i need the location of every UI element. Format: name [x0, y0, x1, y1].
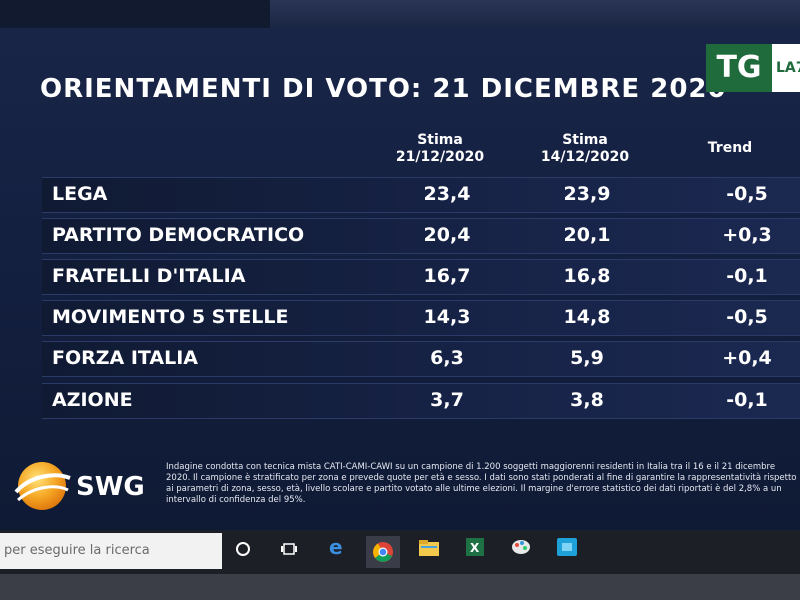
party-name: FRATELLI D'ITALIA — [52, 265, 246, 287]
current-value: 6,3 — [430, 347, 464, 369]
current-value: 3,7 — [430, 389, 464, 411]
current-value: 20,4 — [423, 224, 471, 246]
svg-text:X: X — [470, 541, 480, 555]
trend-value: +0,3 — [722, 224, 772, 246]
top-bar — [0, 0, 800, 28]
page-title: ORIENTAMENTI DI VOTO: 21 DICEMBRE 2020 — [40, 74, 727, 104]
table-row: MOVIMENTO 5 STELLE 14,3 14,8 -0,5 — [42, 300, 800, 336]
edge-icon[interactable]: e — [320, 535, 354, 568]
methodology-footnote: Indagine condotta con tecnica mista CATI… — [166, 462, 797, 505]
task-view-icon[interactable] — [272, 536, 306, 568]
trend-value: -0,1 — [726, 265, 768, 287]
swg-globe-icon — [14, 462, 71, 510]
sky-app-icon[interactable] — [550, 536, 584, 568]
file-explorer-icon[interactable] — [412, 536, 446, 568]
previous-value: 23,9 — [563, 183, 611, 205]
previous-value: 20,1 — [563, 224, 611, 246]
table-row: FRATELLI D'ITALIA 16,7 16,8 -0,1 — [42, 259, 800, 295]
swg-logo: SWG — [10, 456, 160, 516]
column-header-trend: Trend — [707, 140, 753, 156]
monitor-bezel — [0, 574, 800, 600]
search-input[interactable]: per eseguire la ricerca — [0, 533, 222, 569]
current-value: 14,3 — [423, 306, 471, 328]
svg-text:e: e — [329, 537, 343, 557]
column-header-stima-current: Stima 21/12/2020 — [395, 132, 485, 165]
party-name: PARTITO DEMOCRATICO — [52, 224, 305, 246]
excel-icon[interactable]: X — [458, 536, 492, 568]
trend-value: -0,5 — [726, 306, 768, 328]
current-value: 16,7 — [423, 265, 471, 287]
trend-value: -0,5 — [726, 183, 768, 205]
party-name: FORZA ITALIA — [52, 347, 198, 369]
table-row: LEGA 23,4 23,9 -0,5 — [42, 177, 800, 213]
previous-value: 3,8 — [570, 389, 604, 411]
chrome-icon[interactable] — [366, 536, 400, 568]
column-header-stima-previous: Stima 14/12/2020 — [540, 132, 630, 165]
previous-value: 5,9 — [570, 347, 604, 369]
party-name: AZIONE — [52, 389, 133, 411]
current-value: 23,4 — [423, 183, 471, 205]
trend-value: +0,4 — [722, 347, 772, 369]
tg-logo-text: TG — [706, 44, 772, 92]
tg-la7-logo: TG LA7 — [706, 44, 800, 92]
party-name: MOVIMENTO 5 STELLE — [52, 306, 289, 328]
swg-brand-text: SWG — [76, 472, 145, 502]
trend-value: -0,1 — [726, 389, 768, 411]
tv-screen: ORIENTAMENTI DI VOTO: 21 DICEMBRE 2020 T… — [0, 0, 800, 530]
table-row: FORZA ITALIA 6,3 5,9 +0,4 — [42, 341, 800, 377]
la7-logo-text: LA7 — [772, 44, 800, 92]
table-row: PARTITO DEMOCRATICO 20,4 20,1 +0,3 — [42, 218, 800, 254]
party-name: LEGA — [52, 183, 108, 205]
previous-value: 16,8 — [563, 265, 611, 287]
table-row: AZIONE 3,7 3,8 -0,1 — [42, 383, 800, 419]
cortana-circle-icon[interactable] — [226, 536, 260, 568]
previous-value: 14,8 — [563, 306, 611, 328]
paint-app-icon[interactable] — [504, 536, 538, 568]
